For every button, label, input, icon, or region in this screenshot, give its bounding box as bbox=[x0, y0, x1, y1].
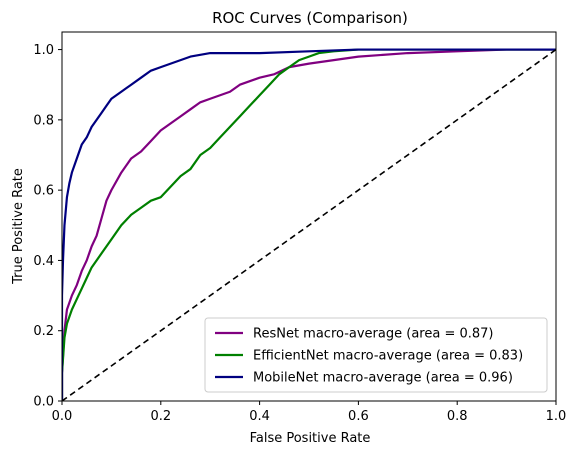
x-tick-label: 0.8 bbox=[447, 409, 468, 424]
y-tick-label: 0.0 bbox=[33, 395, 54, 410]
plot-area bbox=[62, 48, 556, 401]
y-tick-label: 1.0 bbox=[33, 43, 54, 58]
legend-label: MobileNet macro-average (area = 0.96) bbox=[253, 371, 513, 386]
y-axis-title: True Positive Rate bbox=[11, 168, 26, 285]
x-tick-label: 1.0 bbox=[546, 409, 567, 424]
series-line-2 bbox=[62, 48, 556, 401]
chance-diagonal-line bbox=[62, 48, 556, 401]
legend-box bbox=[204, 317, 548, 393]
legend-label: ResNet macro-average (area = 0.87) bbox=[253, 327, 493, 342]
x-tick-label: 0.6 bbox=[348, 409, 369, 424]
x-axis-title: False Positive Rate bbox=[250, 431, 371, 446]
x-tick-label: 0.0 bbox=[52, 409, 73, 424]
axes: 0.0 0.2 0.4 0.6 0.8 1.0 0.0 0.2 0.4 0.6 0.8 1.0 bbox=[33, 31, 567, 424]
plot-frame bbox=[61, 31, 557, 402]
chart-title: ROC Curves (Comparison) bbox=[212, 9, 408, 27]
x-tick-label: 0.2 bbox=[150, 409, 171, 424]
y-tick-label: 0.8 bbox=[33, 113, 54, 128]
legend-label: EfficientNet macro-average (area = 0.83) bbox=[253, 349, 523, 364]
x-tick-label: 0.4 bbox=[249, 409, 270, 424]
y-tick-label: 0.6 bbox=[33, 184, 54, 199]
y-tick-label: 0.2 bbox=[33, 324, 54, 339]
series-line-1 bbox=[62, 48, 556, 401]
series-line-0 bbox=[62, 48, 556, 401]
legend: ResNet macro-average (area = 0.87) Effici… bbox=[204, 317, 548, 393]
y-tick-label: 0.4 bbox=[33, 254, 54, 269]
